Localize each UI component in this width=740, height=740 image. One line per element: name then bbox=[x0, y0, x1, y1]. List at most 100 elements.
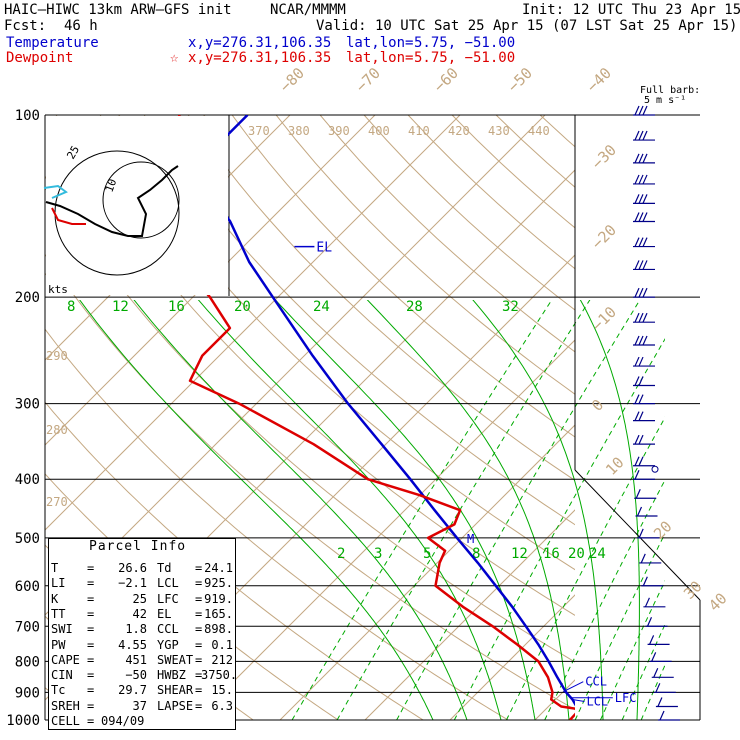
wind-barb-flag bbox=[642, 174, 648, 185]
legend-dewpoint-xy: x,y=276.31,106.35 bbox=[188, 50, 332, 66]
mixing-ratio-line bbox=[574, 532, 665, 720]
parcel-info-cell: 24.1 bbox=[204, 561, 233, 575]
parcel-info-cell: = bbox=[195, 637, 203, 652]
parcel-info-cell: = bbox=[195, 606, 203, 621]
org-label: NCAR/MMMM bbox=[270, 2, 346, 18]
wind-barb-flag bbox=[634, 356, 640, 367]
dry-adiabat bbox=[584, 115, 740, 720]
parcel-info-cell: LCL bbox=[157, 576, 179, 591]
wind-barb-flag bbox=[638, 130, 644, 141]
parcel-info-cell: 4.55 bbox=[118, 637, 147, 652]
isotherm-label: −10 bbox=[588, 303, 620, 335]
parcel-info-cell: = bbox=[87, 652, 95, 667]
wind-barb-flag bbox=[638, 335, 644, 346]
pressure-tick-label: 200 bbox=[15, 290, 40, 306]
dry-adiabat bbox=[55, 115, 575, 616]
parcel-info-cell: T bbox=[51, 561, 59, 575]
parcel-info-cell: −50 bbox=[125, 668, 147, 683]
pressure-tick-label: 1000 bbox=[6, 713, 40, 729]
hodograph: 25 10 kts bbox=[43, 116, 228, 296]
wind-barb-flag bbox=[642, 335, 648, 346]
wind-barb-flag bbox=[634, 470, 640, 480]
isotherm bbox=[45, 115, 546, 616]
ccl-tick bbox=[563, 681, 584, 693]
parcel-info-cell: CIN bbox=[51, 668, 73, 683]
parcel-info-cell: = bbox=[195, 622, 203, 637]
parcel-info-cell: 26.6 bbox=[118, 561, 147, 575]
dry-adiabat bbox=[628, 115, 740, 720]
wind-calm-marker bbox=[651, 465, 659, 473]
wind-barb-flag bbox=[642, 576, 648, 587]
dry-adiabat bbox=[672, 115, 740, 720]
wind-barb-flag bbox=[634, 411, 640, 421]
wind-barb-flag bbox=[638, 434, 644, 445]
wind-barb-flag bbox=[634, 312, 640, 323]
valid-time: Valid: 10 UTC Sat 25 Apr 15 (07 LST Sat … bbox=[316, 18, 738, 34]
mixing-label: 12 bbox=[511, 546, 528, 562]
mixing-ratio-line bbox=[291, 300, 553, 720]
parcel-info-cell: = bbox=[87, 606, 95, 621]
wind-barb-flag bbox=[638, 105, 644, 116]
parcel-info-cell: SWI bbox=[51, 622, 73, 637]
isotherm bbox=[620, 115, 740, 720]
isotherm-label: 40 bbox=[705, 589, 731, 615]
wind-barb-flag bbox=[638, 260, 644, 270]
mixing-label: 32 bbox=[502, 299, 519, 315]
parcel-info-cell: = bbox=[87, 622, 95, 637]
wind-barb-flag bbox=[638, 356, 644, 367]
pressure-tick-label: 900 bbox=[15, 685, 40, 701]
pressure-tick-label: 400 bbox=[15, 472, 40, 488]
moist-adiabat bbox=[366, 300, 570, 720]
wind-barb-flag bbox=[638, 174, 644, 185]
pressure-tick-label: 100 bbox=[15, 108, 40, 124]
isotherm-label: 0 bbox=[588, 396, 607, 415]
theta-label: 440 bbox=[528, 124, 550, 138]
theta-label: 420 bbox=[448, 124, 470, 138]
wind-barb-flag bbox=[635, 489, 641, 499]
init-time: Init: 12 UTC Thu 23 Apr 15 bbox=[522, 2, 740, 18]
parcel-info-cell: TT bbox=[51, 606, 66, 621]
parcel-info-cell: CELL bbox=[51, 714, 80, 728]
parcel-info-cell: 898. bbox=[204, 622, 233, 637]
wind-barb-flag bbox=[651, 652, 657, 662]
legend-dewpoint-marker: ☆ bbox=[170, 50, 179, 66]
dry-adiabat bbox=[187, 115, 575, 482]
level-markers: EL M CCL LCL LFC bbox=[294, 241, 636, 709]
sounding-series bbox=[156, 115, 575, 720]
parcel-info-cell: 37 bbox=[132, 698, 147, 713]
wind-barb-flag bbox=[642, 130, 648, 141]
dewpoint-profile bbox=[156, 115, 575, 720]
parcel-info-cell: = bbox=[87, 683, 95, 698]
theta-label: 390 bbox=[328, 124, 350, 138]
parcel-info-cell: = bbox=[195, 652, 203, 667]
isotherm bbox=[45, 115, 461, 531]
mixing-ratio-line bbox=[336, 300, 591, 720]
dry-adiabat bbox=[143, 115, 575, 526]
parcel-info-cell: = bbox=[87, 591, 95, 606]
parcel-info-cell: 1.8 bbox=[125, 622, 147, 637]
wind-barb-flag bbox=[634, 335, 640, 346]
pressure-tick-label: 700 bbox=[15, 619, 40, 635]
wind-barb-flag bbox=[642, 287, 648, 298]
theta-label: 280 bbox=[46, 423, 68, 437]
parcel-info-cell: = bbox=[195, 683, 203, 698]
isotherm bbox=[449, 594, 575, 720]
theta-label: 270 bbox=[46, 495, 68, 509]
parcel-info-cell: 094/09 bbox=[101, 714, 145, 728]
legend-temperature-latlon: 5.75, −51.00 bbox=[414, 35, 516, 51]
dry-adiabat bbox=[319, 115, 575, 353]
wind-barb-flag bbox=[659, 710, 665, 721]
parcel-info-cell: = bbox=[87, 714, 95, 728]
parcel-info-cell: = bbox=[195, 698, 203, 713]
mixing-label: 8 bbox=[67, 299, 75, 315]
parcel-info-cell: LI bbox=[51, 576, 66, 591]
wind-barb-flag bbox=[638, 212, 644, 222]
isotherm-label: −50 bbox=[504, 64, 536, 96]
parcel-info-cell: HWBZ bbox=[157, 668, 186, 683]
isotherm bbox=[705, 115, 740, 720]
parcel-info-cell: = bbox=[195, 668, 203, 683]
parcel-info-cell: 925. bbox=[204, 576, 233, 591]
mixing-ratio-line bbox=[640, 663, 665, 720]
mixing-ratio-line bbox=[621, 623, 665, 720]
mixing-label: 16 bbox=[168, 299, 185, 315]
